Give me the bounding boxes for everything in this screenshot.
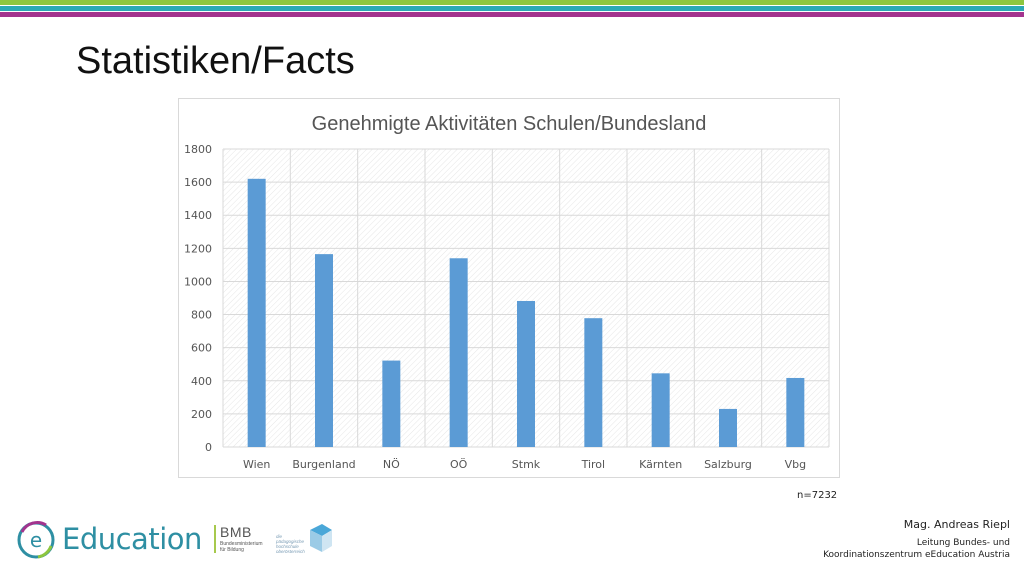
author-role-line2: Koordinationszentrum eEducation Austria xyxy=(823,550,1010,560)
x-tick-label: Kärnten xyxy=(639,458,682,471)
stripe-green xyxy=(0,0,1024,5)
y-tick-label: 600 xyxy=(191,342,212,355)
x-tick-label: Vbg xyxy=(785,458,807,471)
chart-frame: Genehmigte Aktivitäten Schulen/Bundeslan… xyxy=(178,98,840,478)
bar xyxy=(651,373,670,447)
ph-logo: die pädagogische hochschule oberösterrei… xyxy=(276,522,332,558)
eeducation-text: Education xyxy=(62,522,202,556)
bar xyxy=(449,258,468,447)
author-name: Mag. Andreas Riepl xyxy=(903,518,1010,531)
ph-text-line2: hochschule xyxy=(276,544,299,549)
bar xyxy=(786,377,805,447)
x-tick-label: NÖ xyxy=(383,458,400,471)
y-tick-label: 1000 xyxy=(184,275,212,288)
bar xyxy=(584,318,603,447)
bar xyxy=(719,408,737,447)
x-tick-label: Salzburg xyxy=(704,458,752,471)
x-tick-label: OÖ xyxy=(450,458,468,471)
bar xyxy=(247,178,266,448)
stripe-purple xyxy=(0,12,1024,17)
y-tick-label: 1400 xyxy=(184,209,212,222)
eeducation-logo: e Education xyxy=(16,518,202,562)
page-title: Statistiken/Facts xyxy=(76,40,355,82)
eeducation-letter: e xyxy=(30,528,42,552)
bmb-text: BMB xyxy=(220,524,252,540)
x-tick-label: Wien xyxy=(243,458,270,471)
bmb-sub-line2: für Bildung xyxy=(220,547,244,553)
ph-logo-text: die pädagogische hochschule oberösterrei… xyxy=(276,534,310,554)
bar xyxy=(315,254,333,447)
bmb-logo: BMB Bundesministerium für Bildung xyxy=(214,524,274,554)
bmb-subtitle: Bundesministerium für Bildung xyxy=(220,541,280,553)
ph-text-line1: die pädagogische xyxy=(276,534,305,544)
y-tick-label: 0 xyxy=(205,441,212,454)
chart-title: Genehmigte Aktivitäten Schulen/Bundeslan… xyxy=(312,113,707,135)
stripe-teal xyxy=(0,6,1024,11)
ph-cube-icon xyxy=(310,524,332,552)
bmb-bar xyxy=(214,525,216,553)
y-tick-label: 800 xyxy=(191,309,212,322)
y-tick-label: 200 xyxy=(191,408,212,421)
y-tick-label: 400 xyxy=(191,375,212,388)
sample-size-note: n=7232 xyxy=(797,490,838,501)
eeducation-ring-icon: e xyxy=(17,521,55,559)
author-block: Mag. Andreas Riepl Leitung Bundes- und K… xyxy=(823,518,1010,561)
bmb-sub-line1: Bundesministerium xyxy=(220,541,263,547)
bar xyxy=(517,300,535,447)
y-tick-label: 1200 xyxy=(184,242,212,255)
bar xyxy=(382,360,401,447)
bar-chart: Genehmigte Aktivitäten Schulen/Bundeslan… xyxy=(184,113,830,471)
author-role-line1: Leitung Bundes- und xyxy=(916,538,1010,548)
header-stripes xyxy=(0,0,1024,22)
x-tick-label: Burgenland xyxy=(292,458,355,471)
y-tick-label: 1600 xyxy=(184,176,212,189)
x-tick-label: Tirol xyxy=(581,458,606,471)
ph-text-line3: oberösterreich xyxy=(276,549,305,554)
x-tick-label: Stmk xyxy=(512,458,541,471)
y-tick-label: 1800 xyxy=(184,143,212,156)
